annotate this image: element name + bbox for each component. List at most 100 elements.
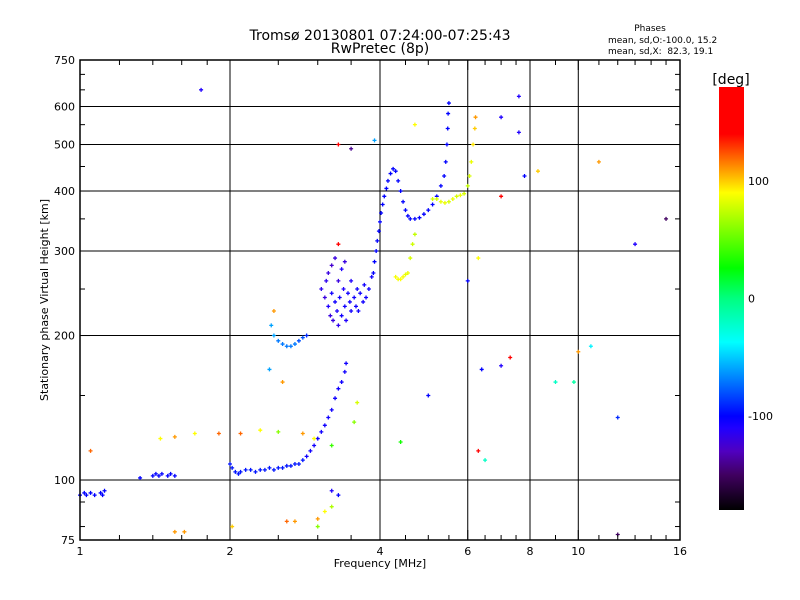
- data-point: [312, 443, 317, 448]
- data-point: [358, 291, 363, 296]
- data-point: [446, 101, 451, 106]
- colorbar-label: [deg]: [712, 72, 749, 88]
- y-tick-label: 500: [54, 139, 75, 152]
- data-point: [329, 263, 334, 268]
- x-tick-label: 8: [527, 545, 534, 558]
- data-point: [408, 256, 413, 261]
- data-point: [412, 122, 417, 127]
- data-point: [344, 318, 349, 323]
- data-point: [248, 467, 253, 472]
- data-point: [450, 197, 455, 202]
- data-point: [269, 323, 274, 328]
- data-point: [535, 169, 540, 174]
- data-point: [271, 467, 276, 472]
- data-point: [372, 138, 377, 143]
- data-point: [98, 490, 103, 495]
- data-point: [84, 493, 89, 498]
- x-tick-label: 1: [77, 545, 84, 558]
- chart-title: Tromsø 20130801 07:24:00-07:25:43: [249, 28, 511, 44]
- data-point: [454, 194, 459, 199]
- data-point: [300, 431, 305, 436]
- data-point: [430, 202, 435, 207]
- data-point: [172, 473, 177, 478]
- y-axis-label: Stationary phase Virtual Height [km]: [38, 199, 51, 401]
- data-point: [344, 361, 349, 366]
- data-point: [329, 407, 334, 412]
- data-point: [364, 295, 369, 300]
- data-point: [238, 469, 243, 474]
- data-point: [233, 469, 238, 474]
- data-point: [236, 471, 241, 476]
- data-point: [230, 465, 235, 470]
- y-tick-label: 600: [54, 101, 75, 114]
- data-point: [333, 299, 338, 304]
- data-point: [352, 420, 357, 425]
- data-point: [329, 443, 334, 448]
- data-point: [276, 338, 281, 343]
- data-point: [280, 342, 285, 347]
- data-point: [329, 291, 334, 296]
- data-point: [336, 142, 341, 147]
- data-point: [300, 335, 305, 340]
- data-point: [153, 471, 158, 476]
- data-point: [443, 159, 448, 164]
- data-point: [499, 115, 504, 120]
- data-point: [337, 295, 342, 300]
- data-point: [292, 519, 297, 524]
- data-point: [444, 142, 449, 147]
- data-point: [159, 471, 164, 476]
- data-point: [328, 313, 333, 318]
- data-point: [403, 272, 408, 277]
- data-point: [352, 295, 357, 300]
- data-point: [393, 274, 398, 279]
- grid-lines: [80, 60, 680, 540]
- data-point: [329, 488, 334, 493]
- data-point: [228, 461, 232, 466]
- data-point: [426, 208, 431, 213]
- data-point: [355, 287, 360, 292]
- data-point: [434, 197, 439, 202]
- colorbar-tick-label: -100: [748, 410, 773, 423]
- data-point: [516, 130, 521, 135]
- data-point: [165, 473, 170, 478]
- data-point: [336, 323, 341, 328]
- data-point: [304, 454, 309, 459]
- data-point: [336, 493, 341, 498]
- data-point: [331, 318, 336, 323]
- data-point: [382, 194, 387, 199]
- data-point: [442, 173, 447, 178]
- data-point: [276, 429, 281, 434]
- data-point: [304, 333, 309, 338]
- data-point: [398, 277, 403, 282]
- data-point: [102, 488, 107, 493]
- data-point: [262, 467, 267, 472]
- data-point: [438, 183, 443, 188]
- data-point: [342, 259, 347, 264]
- data-point: [258, 467, 263, 472]
- data-point: [341, 287, 346, 292]
- data-point: [172, 434, 177, 439]
- data-point: [92, 493, 97, 498]
- data-point: [412, 232, 417, 237]
- data-point: [276, 465, 281, 470]
- data-point: [258, 428, 263, 433]
- data-point: [553, 380, 558, 385]
- y-tick-label: 750: [54, 54, 75, 67]
- data-point: [353, 304, 358, 309]
- x-tick-label: 16: [673, 545, 687, 558]
- data-point: [417, 215, 422, 220]
- data-point: [182, 529, 187, 534]
- data-point: [356, 308, 361, 313]
- y-tick-label: 200: [54, 330, 75, 343]
- y-tick-label: 300: [54, 245, 75, 258]
- data-point: [349, 308, 354, 313]
- data-point: [333, 396, 338, 401]
- data-point: [324, 278, 329, 283]
- data-point: [292, 342, 297, 347]
- data-point: [158, 436, 163, 441]
- data-point: [308, 448, 313, 453]
- data-point: [473, 115, 478, 120]
- data-point: [391, 166, 396, 171]
- data-point: [230, 524, 235, 529]
- data-point: [366, 287, 371, 292]
